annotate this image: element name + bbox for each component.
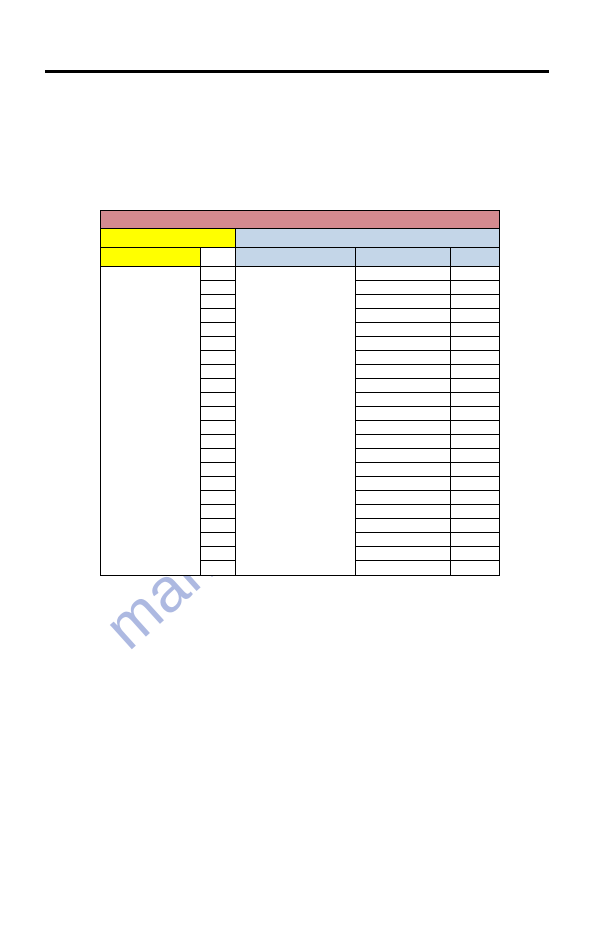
- table-cell: [451, 407, 499, 421]
- table-cell: [201, 491, 235, 505]
- table-cell: [356, 407, 450, 421]
- table-cell: [201, 407, 235, 421]
- table-cell: [201, 267, 235, 281]
- table-cell: [356, 561, 450, 575]
- top-rule: [45, 70, 549, 73]
- table-cell: [356, 505, 450, 519]
- table-col-b: [201, 267, 236, 575]
- table-cell: [201, 365, 235, 379]
- table-cell: [201, 477, 235, 491]
- table-title-band: [100, 210, 500, 228]
- table-cell: [451, 379, 499, 393]
- table-cell: [451, 421, 499, 435]
- table-cell: [201, 533, 235, 547]
- table-cell: [356, 477, 450, 491]
- table-cell: [356, 519, 450, 533]
- table-cell: [356, 449, 450, 463]
- table-cell: [451, 435, 499, 449]
- table-cell: [451, 393, 499, 407]
- table-cell: [201, 547, 235, 561]
- page: manualshive.com: [0, 0, 594, 945]
- header-cell: [201, 248, 236, 266]
- table-col-c: [236, 267, 356, 575]
- table-cell: [201, 505, 235, 519]
- table-cell: [356, 281, 450, 295]
- header-cell: [101, 248, 201, 266]
- table-cell: [451, 477, 499, 491]
- table-cell: [451, 491, 499, 505]
- table-cell: [356, 351, 450, 365]
- table-cell: [356, 295, 450, 309]
- table-cell: [451, 295, 499, 309]
- table-cell: [451, 533, 499, 547]
- table-header-row-1: [100, 228, 500, 247]
- table-cell: [451, 547, 499, 561]
- table-cell: [356, 379, 450, 393]
- table-cell: [451, 309, 499, 323]
- header-cell: [101, 229, 236, 247]
- table-cell: [201, 561, 235, 575]
- table-cell: [356, 323, 450, 337]
- table-cell: [201, 449, 235, 463]
- table-cell: [201, 323, 235, 337]
- table-cell: [451, 519, 499, 533]
- table-cell: [356, 463, 450, 477]
- data-table: [100, 210, 500, 576]
- table-cell: [356, 309, 450, 323]
- header-cell: [451, 248, 499, 266]
- table-cell: [451, 351, 499, 365]
- header-cell: [236, 248, 356, 266]
- table-col-e: [451, 267, 499, 575]
- table-cell: [451, 267, 499, 281]
- table-cell: [201, 309, 235, 323]
- table-cell: [356, 393, 450, 407]
- table-cell: [201, 519, 235, 533]
- table-cell: [201, 463, 235, 477]
- table-cell: [451, 463, 499, 477]
- header-cell: [236, 229, 499, 247]
- table-cell: [201, 337, 235, 351]
- table-cell: [451, 449, 499, 463]
- table-body: [100, 267, 500, 576]
- table-cell: [451, 505, 499, 519]
- table-cell: [451, 561, 499, 575]
- table-cell: [201, 351, 235, 365]
- table-col-d: [356, 267, 451, 575]
- table-cell: [356, 547, 450, 561]
- table-cell: [451, 337, 499, 351]
- table-cell: [356, 435, 450, 449]
- table-header-row-2: [100, 247, 500, 267]
- table-col-a: [101, 267, 201, 575]
- table-cell: [201, 295, 235, 309]
- table-cell: [201, 393, 235, 407]
- table-cell: [201, 435, 235, 449]
- table-cell: [451, 365, 499, 379]
- header-cell: [356, 248, 451, 266]
- table-cell: [451, 323, 499, 337]
- table-cell: [356, 337, 450, 351]
- table-cell: [356, 267, 450, 281]
- table-cell: [201, 281, 235, 295]
- table-cell: [451, 281, 499, 295]
- table-cell: [201, 379, 235, 393]
- table-cell: [201, 421, 235, 435]
- table-cell: [356, 365, 450, 379]
- table-cell: [356, 421, 450, 435]
- table-cell: [356, 491, 450, 505]
- table-cell: [356, 533, 450, 547]
